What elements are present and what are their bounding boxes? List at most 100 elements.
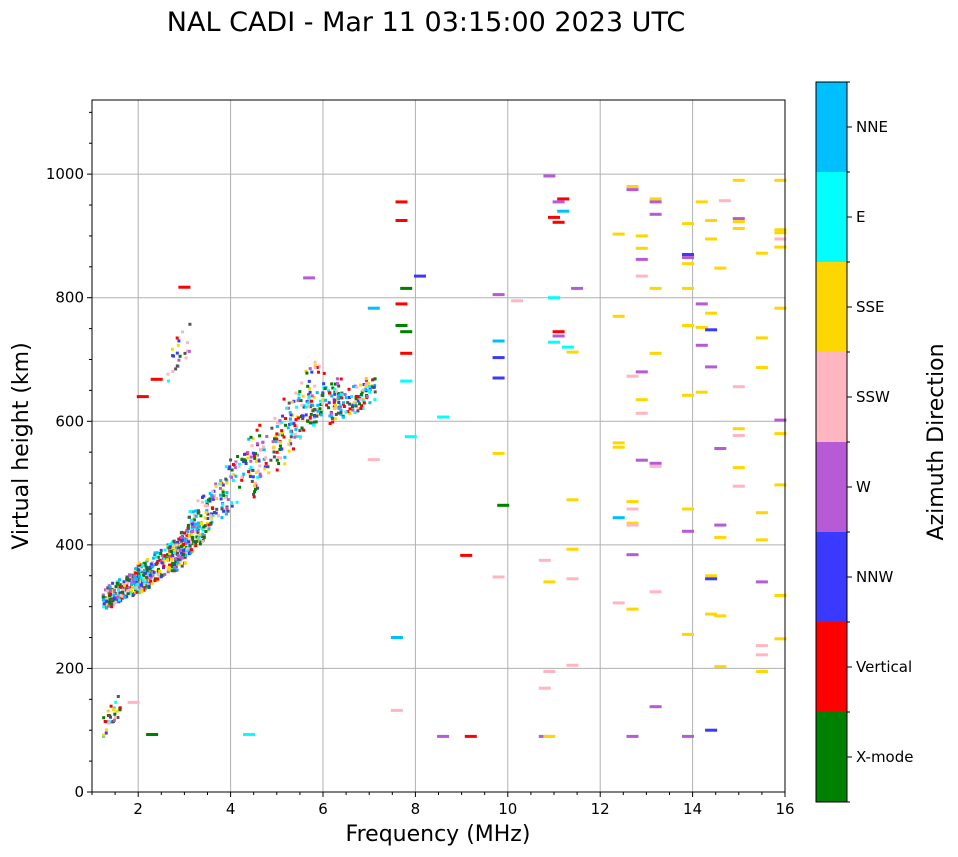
echo-cell xyxy=(278,421,282,425)
echo-cell xyxy=(207,523,211,527)
echo-point-sse xyxy=(705,219,718,222)
echo-point-nnw xyxy=(492,376,505,380)
echo-cell xyxy=(196,531,200,535)
echo-cell xyxy=(313,364,317,368)
echo-cell xyxy=(348,402,351,406)
echo-cell xyxy=(354,397,358,401)
echo-cell xyxy=(171,370,175,373)
echo-cell xyxy=(183,541,187,545)
echo-cell xyxy=(365,377,369,381)
echo-cell xyxy=(189,540,193,544)
echo-point-w xyxy=(705,365,718,369)
echo-point-w xyxy=(571,286,584,290)
echo-cell xyxy=(251,475,255,479)
echo-cell xyxy=(117,596,120,600)
echo-cell xyxy=(361,388,365,392)
echo-cell xyxy=(340,392,344,396)
echo-cell xyxy=(337,384,341,388)
colorbar-swatch-vertical xyxy=(816,622,847,712)
echo-cell xyxy=(198,542,202,546)
echo-point-ssw xyxy=(367,458,380,462)
echo-cell xyxy=(176,343,180,347)
echo-cell xyxy=(295,405,299,409)
echo-cell xyxy=(189,542,193,546)
echo-cell xyxy=(151,556,155,560)
echo-cell xyxy=(175,336,179,340)
echo-cell xyxy=(177,546,181,550)
echo-cell xyxy=(346,410,350,414)
echo-cell xyxy=(337,393,341,397)
echo-cell xyxy=(246,456,250,460)
echo-cell xyxy=(153,553,157,557)
echo-cell xyxy=(119,593,123,597)
echo-cell xyxy=(195,527,199,531)
echo-point-nnw xyxy=(492,356,505,360)
echo-cell xyxy=(277,462,281,465)
echo-cell xyxy=(248,473,252,477)
echo-point-x-mode xyxy=(400,286,413,290)
echo-cell xyxy=(112,718,116,722)
colorbar-swatch-ssw xyxy=(816,352,847,442)
echo-cell xyxy=(110,598,113,601)
echo-cell xyxy=(291,413,295,417)
echo-cell xyxy=(183,351,187,355)
echo-cell xyxy=(185,529,189,533)
echo-cell xyxy=(336,392,340,395)
colorbar-tick-label: W xyxy=(856,478,871,496)
echo-cell xyxy=(295,425,299,429)
echo-cell xyxy=(321,391,325,395)
echo-cell xyxy=(172,555,175,559)
echo-cell xyxy=(316,407,320,411)
echo-cell xyxy=(231,463,235,466)
echo-cell xyxy=(105,606,109,610)
echo-cell xyxy=(224,512,228,516)
echo-cell xyxy=(242,460,246,464)
echo-cell xyxy=(141,563,145,567)
echo-cell xyxy=(179,536,183,539)
echo-cell xyxy=(202,535,206,539)
echo-cell xyxy=(254,471,258,475)
echo-cell xyxy=(143,562,147,566)
echo-cell xyxy=(217,514,220,518)
echo-cell xyxy=(208,491,212,495)
echo-cell xyxy=(179,551,183,555)
echo-cell xyxy=(226,509,230,513)
echo-cell xyxy=(293,424,297,428)
colorbar-tick-label: Vertical xyxy=(856,658,912,676)
echo-cell xyxy=(350,395,354,398)
echo-cell xyxy=(337,406,341,410)
echo-cell xyxy=(123,583,126,587)
echo-cell xyxy=(222,493,225,497)
echo-point-vertical xyxy=(178,285,191,289)
echo-cell xyxy=(298,429,302,433)
echo-cell xyxy=(308,421,312,425)
echo-cell xyxy=(328,393,332,397)
echo-cell xyxy=(308,367,312,371)
echo-cell xyxy=(252,484,256,488)
echo-point-w xyxy=(774,418,787,422)
echo-cell xyxy=(248,475,252,478)
echo-point-sse xyxy=(732,466,745,470)
echo-cell xyxy=(209,522,213,526)
echo-cell xyxy=(207,527,211,531)
echo-cell xyxy=(135,583,139,587)
echo-cell xyxy=(118,585,122,589)
echo-cell xyxy=(254,459,258,463)
echo-point-vertical xyxy=(136,395,149,399)
echo-cell xyxy=(112,593,116,597)
x-tick-label: 4 xyxy=(226,800,236,818)
echo-point-sse xyxy=(566,498,579,502)
echo-cell xyxy=(361,399,365,403)
echo-cell xyxy=(113,712,117,716)
echo-cell xyxy=(201,495,204,499)
echo-cell xyxy=(308,415,312,419)
echo-cell xyxy=(335,389,339,393)
echo-cell xyxy=(211,490,215,494)
echo-cell xyxy=(109,589,113,593)
echo-cell xyxy=(172,539,176,543)
echo-cell xyxy=(158,558,162,562)
echo-cell xyxy=(249,435,253,439)
echo-cell xyxy=(171,543,175,547)
echo-cell xyxy=(234,460,238,464)
echo-cell xyxy=(333,389,337,393)
